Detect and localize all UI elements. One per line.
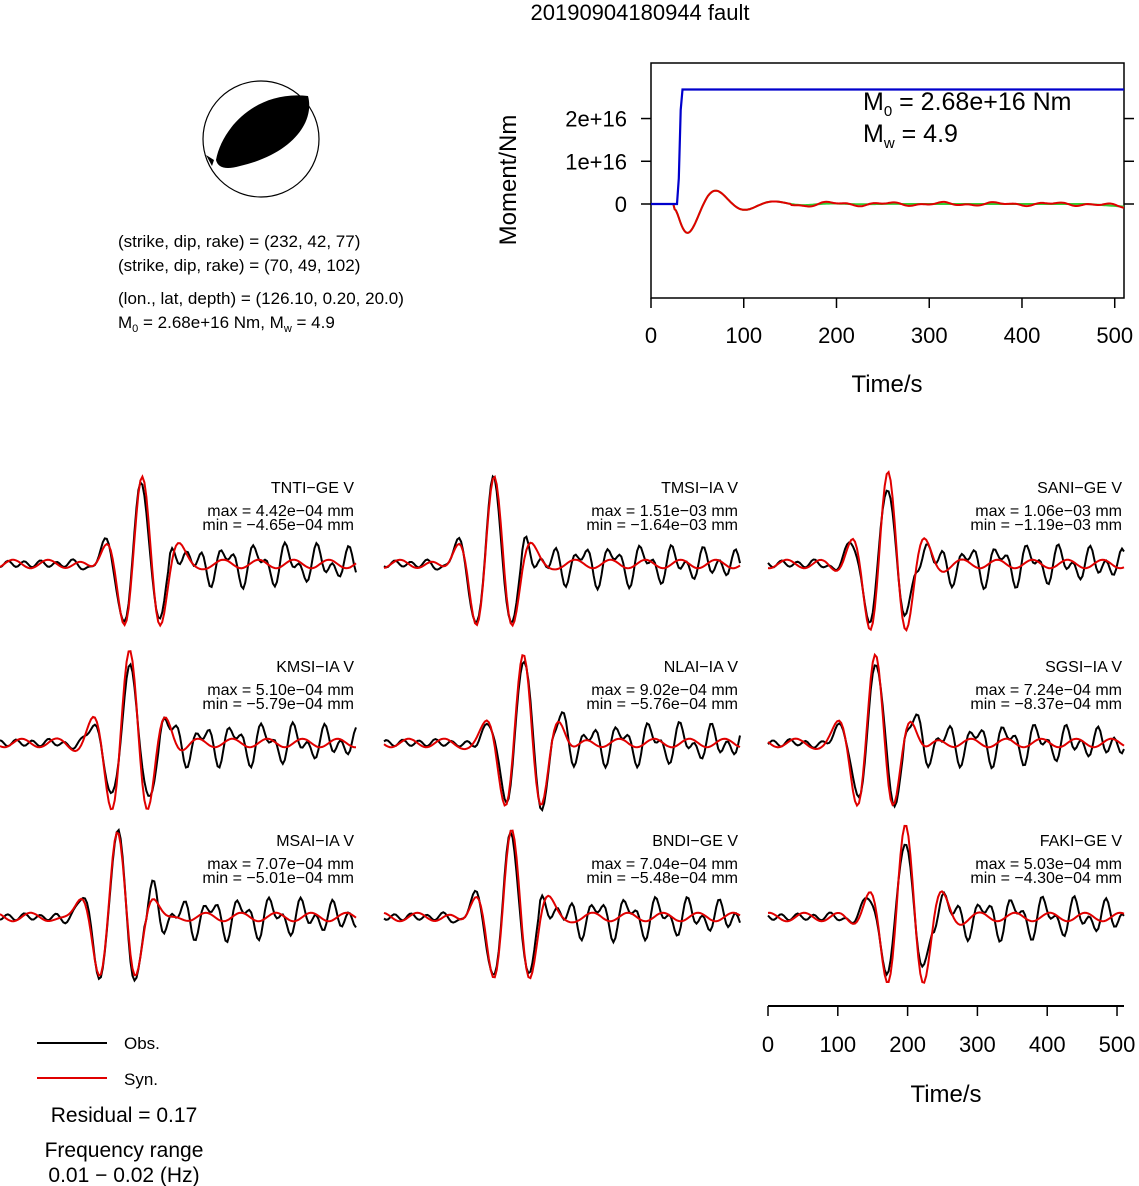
station-min: min = −5.76e−04 mm bbox=[586, 696, 738, 713]
waveform-xtick-label: 400 bbox=[1029, 1032, 1066, 1057]
station-name: SANI−GE V bbox=[1037, 480, 1122, 497]
moment-plot-y-axis: 0 1e+16 2e+16 bbox=[565, 107, 1134, 217]
mech-moment-line: M0 = 2.68e+16 Nm, Mw = 4.9 bbox=[118, 313, 335, 335]
station-name: FAKI−GE V bbox=[1040, 833, 1123, 850]
mech-line-3: (lon., lat, depth) = (126.10, 0.20, 20.0… bbox=[118, 289, 404, 308]
synthetic-trace bbox=[383, 654, 741, 807]
station-max: max = 7.24e−04 mm bbox=[975, 682, 1122, 699]
synthetic-trace bbox=[0, 474, 357, 628]
waveform-xtick-label: 300 bbox=[959, 1032, 996, 1057]
moment-rate-red bbox=[651, 189, 1125, 234]
station-name: TMSI−IA V bbox=[661, 480, 738, 497]
mech-line-1: (strike, dip, rake) = (232, 42, 77) bbox=[118, 232, 360, 251]
station-max: max = 9.02e−04 mm bbox=[591, 682, 738, 699]
moment-plot-ytick-label: 1e+16 bbox=[565, 149, 627, 174]
station-name: SGSI−IA V bbox=[1045, 659, 1122, 676]
moment-rate-green bbox=[651, 189, 1125, 234]
observed-trace bbox=[383, 474, 741, 623]
synthetic-trace bbox=[0, 831, 357, 977]
moment-plot-ytick-label: 2e+16 bbox=[565, 107, 627, 132]
moment-label-mw: Mw = 4.9 bbox=[863, 120, 958, 152]
synthetic-trace bbox=[383, 474, 741, 628]
waveform-xtick-label: 0 bbox=[762, 1032, 774, 1057]
observed-trace bbox=[767, 489, 1125, 624]
station-max: max = 7.07e−04 mm bbox=[207, 856, 354, 873]
legend-syn-label: Syn. bbox=[124, 1070, 158, 1089]
station-max: max = 5.10e−04 mm bbox=[207, 682, 354, 699]
observed-trace bbox=[383, 659, 741, 812]
observed-trace bbox=[0, 662, 357, 797]
moment-plot-xlabel: Time/s bbox=[851, 371, 922, 398]
residual-label: Residual = 0.17 bbox=[51, 1104, 198, 1127]
station-max: max = 1.06e−03 mm bbox=[975, 503, 1122, 520]
waveform-time-axis: 0 100 200 300 400 500 bbox=[762, 1005, 1136, 1057]
moment-plot-xtick-label: 0 bbox=[645, 323, 657, 348]
synthetic-trace bbox=[0, 650, 356, 811]
moment-plot-ytick-label: 0 bbox=[615, 192, 627, 217]
beachball bbox=[202, 80, 320, 198]
station-name: KMSI−IA V bbox=[276, 659, 354, 676]
waveform-xtick-label: 500 bbox=[1099, 1032, 1136, 1057]
station-min: min = −4.65e−04 mm bbox=[202, 517, 354, 534]
station-min: min = −5.01e−04 mm bbox=[202, 870, 354, 887]
moment-plot-xtick-label: 400 bbox=[1004, 323, 1041, 348]
legend-obs-label: Obs. bbox=[124, 1034, 160, 1053]
station-name: BNDI−GE V bbox=[652, 833, 738, 850]
observed-trace bbox=[0, 480, 357, 624]
station-max: max = 5.03e−04 mm bbox=[975, 856, 1122, 873]
station-min: min = −1.64e−03 mm bbox=[586, 517, 738, 534]
frequency-range: 0.01 − 0.02 (Hz) bbox=[48, 1164, 199, 1186]
station-name: MSAI−IA V bbox=[276, 833, 354, 850]
moment-rate-plot: 0 100 200 300 400 500 0 1e+16 2e+16 Time/s Mome… bbox=[495, 62, 1134, 398]
synthetic-trace bbox=[767, 470, 1125, 632]
waveform-xtick-label: 200 bbox=[889, 1032, 926, 1057]
station-name: NLAI−IA V bbox=[664, 659, 739, 676]
legend: Obs. Syn. bbox=[37, 1034, 160, 1089]
station-max: max = 1.51e−03 mm bbox=[591, 503, 738, 520]
moment-plot-xtick-label: 500 bbox=[1096, 323, 1133, 348]
station-min: min = −8.37e−04 mm bbox=[970, 696, 1122, 713]
moment-plot-x-axis: 0 100 200 300 400 500 bbox=[645, 298, 1133, 348]
synthetic-trace bbox=[767, 824, 1125, 984]
station-max: max = 4.42e−04 mm bbox=[207, 503, 354, 520]
synthetic-trace bbox=[767, 652, 1125, 808]
mech-line-2: (strike, dip, rake) = (70, 49, 102) bbox=[118, 256, 360, 275]
station-max: max = 7.04e−04 mm bbox=[591, 856, 738, 873]
observed-trace bbox=[767, 664, 1125, 809]
synthetic-trace bbox=[383, 829, 741, 980]
beachball-compression-quadrant bbox=[216, 95, 310, 168]
observed-trace bbox=[0, 828, 357, 983]
moment-label-m0: M0 = 2.68e+16 Nm bbox=[863, 88, 1071, 120]
frequency-title: Frequency range bbox=[45, 1139, 204, 1162]
moment-plot-xtick-label: 100 bbox=[725, 323, 762, 348]
station-min: min = −5.79e−04 mm bbox=[202, 696, 354, 713]
waveform-xtick-label: 100 bbox=[819, 1032, 856, 1057]
moment-plot-frame bbox=[650, 62, 1125, 299]
station-min: min = −4.30e−04 mm bbox=[970, 870, 1122, 887]
moment-plot-xtick-label: 300 bbox=[911, 323, 948, 348]
station-min: min = −5.48e−04 mm bbox=[586, 870, 738, 887]
waveform-xlabel: Time/s bbox=[910, 1081, 981, 1108]
moment-plot-ylabel: Moment/Nm bbox=[495, 115, 522, 246]
beachball-compression-sliver bbox=[206, 155, 214, 166]
observed-trace bbox=[383, 829, 741, 976]
moment-plot-xtick-label: 200 bbox=[818, 323, 855, 348]
figure-title: 20190904180944 fault bbox=[531, 0, 750, 25]
station-min: min = −1.19e−03 mm bbox=[970, 517, 1122, 534]
cumulative-moment-line bbox=[651, 88, 1124, 206]
station-name: TNTI−GE V bbox=[271, 480, 354, 497]
